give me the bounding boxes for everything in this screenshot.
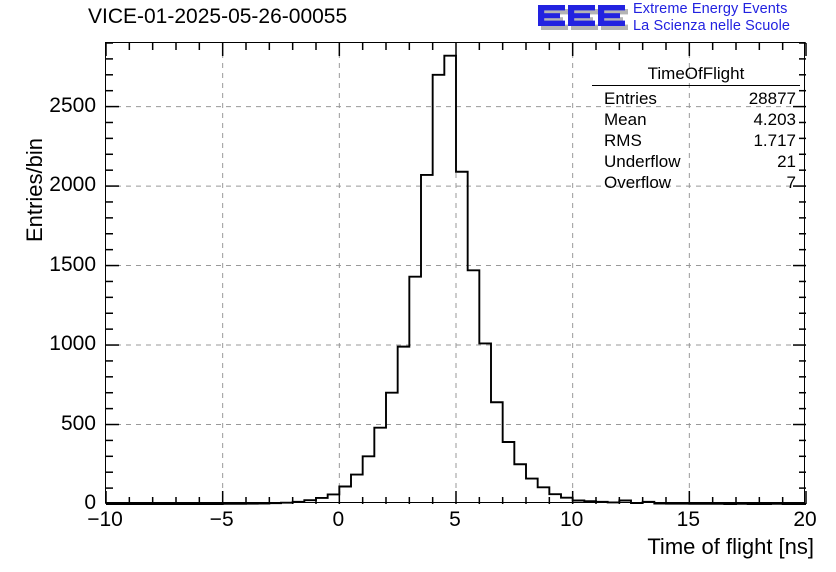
y-tick-label: 2500 bbox=[49, 93, 96, 117]
y-tick-label: 0 bbox=[84, 491, 96, 514]
histogram-outline bbox=[106, 54, 806, 505]
y-tick-label: 2000 bbox=[49, 173, 96, 197]
stats-divider bbox=[592, 85, 800, 87]
y-tick-label: 1000 bbox=[49, 332, 96, 356]
y-axis-title: Entries/bin bbox=[22, 138, 47, 242]
stats-row-label: Overflow bbox=[604, 173, 672, 193]
eee-logo: Extreme Energy Events La Scienza nelle S… bbox=[537, 1, 835, 37]
x-tick-label: 5 bbox=[449, 508, 461, 531]
x-tick-label: 0 bbox=[332, 508, 345, 531]
x-tick-label: 20 bbox=[793, 508, 817, 531]
stats-row: Overflow 7 bbox=[592, 172, 800, 193]
x-tick-label: 10 bbox=[559, 508, 584, 531]
x-tick-label: 15 bbox=[676, 508, 701, 531]
stats-row-label: RMS bbox=[604, 131, 642, 151]
stats-row: RMS 1.717 bbox=[592, 130, 800, 151]
eee-logo-line2: La Scienza nelle Scuole bbox=[633, 18, 791, 34]
stats-row-label: Entries bbox=[604, 89, 657, 109]
page-title: VICE-01-2025-05-26-00055 bbox=[88, 5, 348, 28]
stats-row-value: 4.203 bbox=[753, 110, 796, 130]
plot-frame bbox=[105, 42, 807, 505]
stats-box: TimeOfFlight Entries 28877 Mean 4.203 RMS 1.7… bbox=[592, 63, 800, 193]
x-tick-label: −10 bbox=[87, 508, 123, 531]
eee-logo-mark bbox=[537, 2, 629, 34]
eee-logo-text: Extreme Energy Events La Scienza nelle S… bbox=[633, 1, 790, 35]
y-tick-label: 500 bbox=[60, 411, 96, 435]
x-axis-title: Time of flight [ns] bbox=[647, 534, 814, 559]
eee-logo-svg bbox=[538, 5, 628, 30]
stats-row-value: 1.717 bbox=[753, 131, 796, 151]
histogram-curve bbox=[106, 43, 806, 505]
stats-title: TimeOfFlight bbox=[647, 64, 745, 83]
stats-row-value: 7 bbox=[786, 173, 796, 193]
stats-row-label: Mean bbox=[604, 110, 647, 130]
stats-row: Entries 28877 bbox=[592, 88, 800, 109]
stats-row-value: 21 bbox=[777, 152, 796, 172]
stats-row-value: 28877 bbox=[748, 89, 796, 109]
stats-rows: Entries 28877 Mean 4.203 RMS 1.717 Underflow 21… bbox=[592, 88, 800, 193]
eee-logo-line1: Extreme Energy Events bbox=[633, 1, 788, 17]
y-tick-label: 1500 bbox=[49, 252, 96, 276]
stats-row-label: Underflow bbox=[604, 152, 681, 172]
stats-row: Underflow 21 bbox=[592, 151, 800, 172]
x-tick-label: −5 bbox=[209, 508, 234, 531]
stats-row: Mean 4.203 bbox=[592, 109, 800, 130]
